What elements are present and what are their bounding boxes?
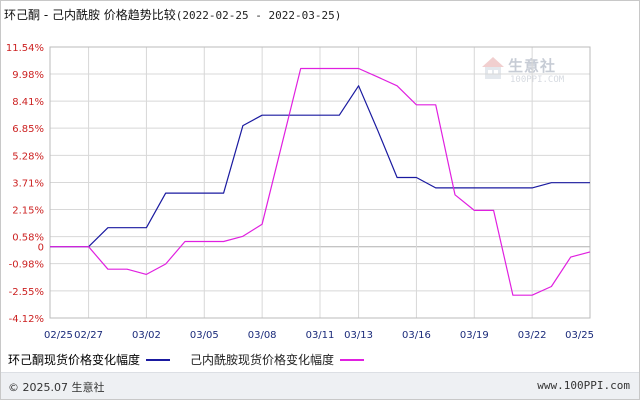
legend-item-series-1: 环己酮现货价格变化幅度 xyxy=(8,351,171,368)
legend-label-series-1: 环己酮现货价格变化幅度 xyxy=(8,353,141,367)
watermark-url: 100PPI.COM xyxy=(510,75,565,85)
x-tick-label: 03/11 xyxy=(306,330,335,341)
watermark-house-icon xyxy=(482,57,504,79)
x-tick-label: 03/05 xyxy=(190,330,219,341)
y-tick-label: 9.98% xyxy=(12,70,44,81)
x-tick-label: 02/25 xyxy=(44,330,73,341)
x-tick-label: 03/02 xyxy=(132,330,161,341)
y-tick-label: 5.28% xyxy=(12,151,44,162)
y-tick-label: -2.55% xyxy=(9,287,44,298)
series-layer xyxy=(50,67,591,296)
footer-site-link[interactable]: www.100PPI.com xyxy=(537,379,630,392)
footer-bar xyxy=(1,372,639,399)
x-tick-label: 03/08 xyxy=(248,330,277,341)
legend-label-series-2: 己内酰胺现货价格变化幅度 xyxy=(190,353,335,367)
y-tick-label: 11.54% xyxy=(6,43,44,54)
chart-date-range: (2022-02-25 - 2022-03-25) xyxy=(175,9,342,22)
series-line-1 xyxy=(50,85,590,248)
y-tick-label: 8.41% xyxy=(12,97,44,108)
y-tick-label: 3.71% xyxy=(12,179,44,190)
x-tick-label: 03/22 xyxy=(518,330,547,341)
y-tick-label: 0.58% xyxy=(12,233,44,244)
y-tick-label: 6.85% xyxy=(12,124,44,135)
x-tick-label: 03/19 xyxy=(460,330,489,341)
x-tick-label: 03/25 xyxy=(565,330,594,341)
series-line-2 xyxy=(50,67,591,296)
y-tick-label: -4.12% xyxy=(9,314,44,325)
watermark-text: 生意社 xyxy=(508,57,557,75)
watermark: 生意社 100PPI.COM xyxy=(480,55,580,95)
legend: 环己酮现货价格变化幅度 己内酰胺现货价格变化幅度 xyxy=(8,351,384,368)
legend-item-series-2: 己内酰胺现货价格变化幅度 xyxy=(190,351,365,368)
x-tick-label: 03/13 xyxy=(344,330,373,341)
label-layer: 11.54% 9.98% 8.41% 6.85% 5.28% 3.71% 2.15% 0.58… xyxy=(6,43,594,341)
chart-title-name: 环己酮 - 己内酰胺 价格趋势比较 xyxy=(4,8,176,22)
y-tick-label: 2.15% xyxy=(12,205,44,216)
legend-swatch-series-1 xyxy=(146,358,171,361)
legend-swatch-series-2 xyxy=(340,358,365,361)
footer-copyright: © 2025.07 生意社 xyxy=(8,381,105,394)
chart-title: 环己酮 - 己内酰胺 价格趋势比较(2022-02-25 - 2022-03-2… xyxy=(4,6,341,23)
x-tick-label: 02/27 xyxy=(74,330,103,341)
x-tick-label: 03/16 xyxy=(402,330,431,341)
y-tick-label: -0.98% xyxy=(9,260,44,271)
y-tick-label: 0 xyxy=(38,243,44,254)
